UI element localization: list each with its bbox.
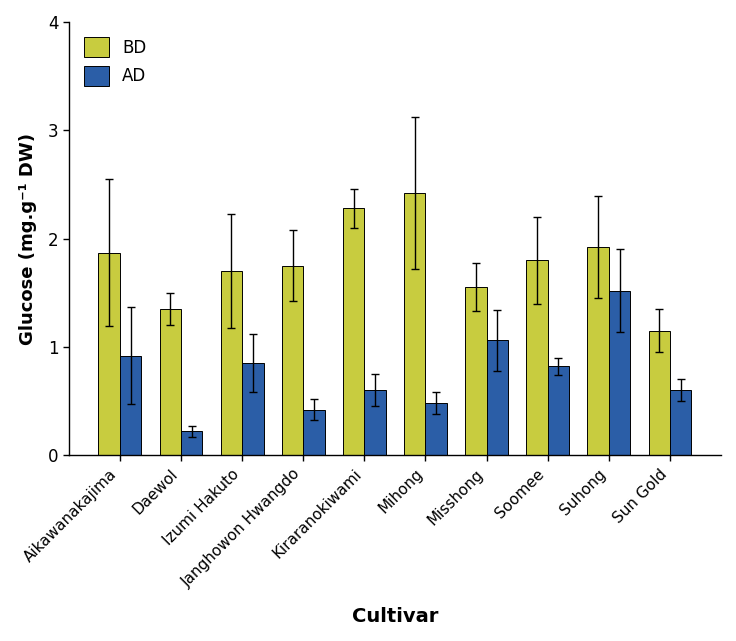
Bar — [221, 271, 242, 455]
Bar — [486, 340, 508, 455]
Bar — [343, 208, 364, 455]
Bar — [609, 290, 630, 455]
Bar — [465, 287, 486, 455]
Bar — [303, 410, 325, 455]
Bar — [160, 309, 181, 455]
Bar — [587, 247, 609, 455]
Bar — [425, 403, 447, 455]
Bar — [282, 265, 303, 455]
Bar — [242, 363, 263, 455]
Bar — [181, 431, 202, 455]
Y-axis label: Glucose (mg.g⁻¹ DW): Glucose (mg.g⁻¹ DW) — [18, 133, 37, 345]
Legend: BD, AD: BD, AD — [77, 30, 153, 93]
Bar — [670, 390, 691, 455]
Bar — [548, 367, 569, 455]
Bar — [120, 356, 141, 455]
Bar — [404, 193, 425, 455]
Bar — [648, 331, 670, 455]
Bar — [364, 390, 386, 455]
Bar — [99, 253, 120, 455]
Bar — [526, 260, 548, 455]
X-axis label: Cultivar: Cultivar — [352, 607, 438, 626]
